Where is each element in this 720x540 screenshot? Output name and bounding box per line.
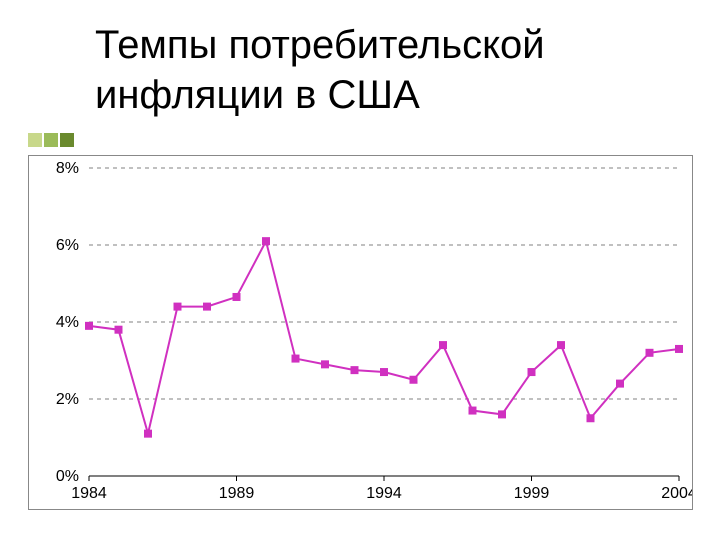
x-tick-label: 1994 <box>366 485 402 502</box>
data-marker <box>410 376 418 384</box>
data-marker <box>587 414 595 422</box>
y-tick-label: 0% <box>56 468 79 485</box>
data-marker <box>174 303 182 311</box>
series-line <box>89 241 679 434</box>
data-marker <box>292 355 300 363</box>
data-marker <box>85 322 93 330</box>
data-marker <box>233 293 241 301</box>
data-marker <box>115 326 123 334</box>
data-marker <box>351 366 359 374</box>
bullet-square <box>60 133 74 147</box>
inflation-line-chart: 0% 2% 4% 6% 8% 1984 1989 1994 1999 2004 <box>29 156 692 509</box>
chart-container: 0% 2% 4% 6% 8% 1984 1989 1994 1999 2004 <box>28 155 693 510</box>
data-marker <box>616 380 624 388</box>
x-tick-label: 1989 <box>219 485 255 502</box>
bullet-square <box>28 133 42 147</box>
x-tick-label: 1984 <box>71 485 107 502</box>
y-tick-label: 4% <box>56 314 79 331</box>
data-marker <box>144 430 152 438</box>
x-tick-label: 2004 <box>661 485 692 502</box>
data-marker <box>557 341 565 349</box>
y-tick-label: 8% <box>56 160 79 177</box>
data-marker <box>262 237 270 245</box>
slide-bullet-accent <box>28 133 80 147</box>
data-marker <box>469 407 477 415</box>
data-marker <box>675 345 683 353</box>
slide-title: Темпы потребительской инфляции в США <box>95 20 695 120</box>
x-tick-label: 1999 <box>514 485 550 502</box>
data-marker <box>646 349 654 357</box>
data-marker <box>321 360 329 368</box>
data-marker <box>498 410 506 418</box>
data-marker <box>528 368 536 376</box>
y-tick-label: 2% <box>56 391 79 408</box>
y-tick-label: 6% <box>56 237 79 254</box>
data-marker <box>439 341 447 349</box>
bullet-square <box>44 133 58 147</box>
data-marker <box>380 368 388 376</box>
data-marker <box>203 303 211 311</box>
